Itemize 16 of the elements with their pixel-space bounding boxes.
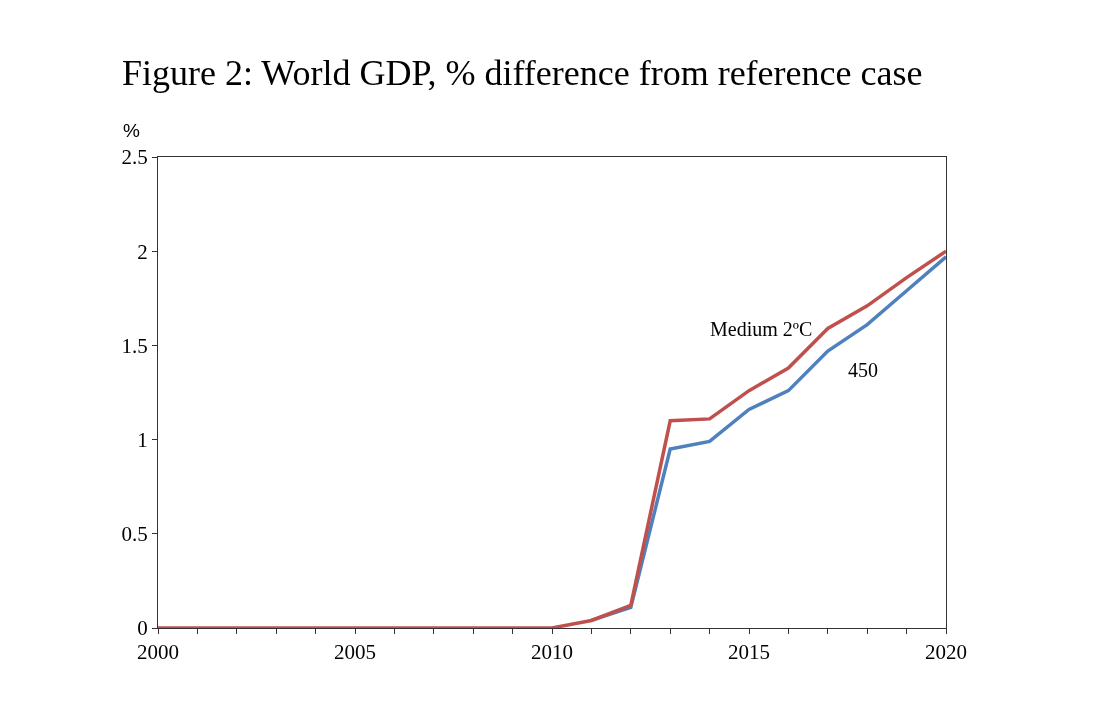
x-tick-label: 2020 bbox=[925, 640, 967, 665]
y-tick-label: 0.5 bbox=[121, 522, 148, 547]
x-tick-label: 2010 bbox=[531, 640, 573, 665]
y-tick-label: 2 bbox=[137, 239, 148, 264]
y-axis-title: % bbox=[123, 120, 140, 141]
y-tick-label: 1.5 bbox=[121, 333, 148, 358]
series-label: 450 bbox=[848, 359, 878, 381]
series-label: Medium 2ºC bbox=[710, 318, 813, 340]
x-tick-label: 2015 bbox=[728, 640, 770, 665]
y-tick-label: 0 bbox=[137, 616, 148, 641]
x-tick-label: 2005 bbox=[334, 640, 376, 665]
y-tick-label: 2.5 bbox=[121, 145, 148, 170]
y-tick-label: 1 bbox=[137, 427, 148, 452]
line-series bbox=[158, 249, 946, 628]
chart-title: Figure 2: World GDP, % difference from reference case bbox=[122, 52, 923, 93]
x-tick-label: 2000 bbox=[137, 640, 179, 665]
